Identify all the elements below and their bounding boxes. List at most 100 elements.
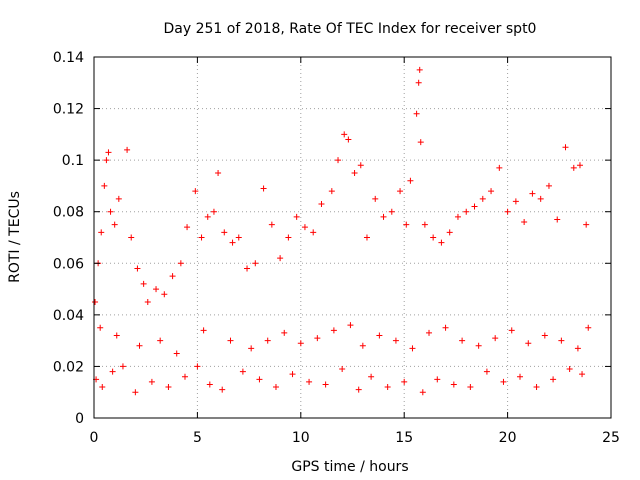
data-point	[161, 291, 168, 298]
x-tick-label: 0	[90, 430, 99, 446]
data-point	[264, 337, 271, 344]
data-point	[227, 337, 234, 344]
data-point	[97, 324, 104, 331]
data-point	[328, 188, 335, 195]
data-point	[330, 327, 337, 334]
data-point	[446, 229, 453, 236]
data-point	[109, 368, 116, 375]
data-point	[392, 337, 399, 344]
data-point	[132, 389, 139, 396]
x-axis-ticks: 0 5 10 15 20 25	[90, 57, 620, 446]
data-point	[500, 378, 507, 385]
data-point	[124, 146, 131, 153]
data-point	[221, 229, 228, 236]
data-point	[107, 208, 114, 215]
x-tick-label: 5	[193, 430, 202, 446]
data-point	[103, 157, 110, 164]
data-point	[339, 366, 346, 373]
data-point	[550, 376, 557, 383]
data-point	[475, 342, 482, 349]
data-point	[301, 224, 308, 231]
data-point	[92, 298, 99, 305]
data-point	[545, 182, 552, 189]
data-point	[525, 340, 532, 347]
data-point	[442, 324, 449, 331]
data-point	[421, 221, 428, 228]
data-point	[384, 384, 391, 391]
data-point	[285, 234, 292, 241]
data-point	[289, 371, 296, 378]
data-point	[533, 384, 540, 391]
data-point	[157, 337, 164, 344]
data-point	[281, 329, 288, 336]
data-point	[376, 332, 383, 339]
data-point	[388, 208, 395, 215]
data-point	[268, 221, 275, 228]
data-point	[574, 345, 581, 352]
data-point	[115, 195, 122, 202]
data-point	[483, 368, 490, 375]
grid	[94, 57, 611, 418]
data-point	[415, 79, 422, 86]
data-point	[496, 164, 503, 171]
data-point	[409, 345, 416, 352]
data-point	[450, 381, 457, 388]
data-point	[419, 389, 426, 396]
data-point	[297, 340, 304, 347]
data-point	[566, 366, 573, 373]
data-point	[128, 234, 135, 241]
data-point	[252, 260, 259, 267]
data-point	[529, 190, 536, 197]
data-point	[134, 265, 141, 272]
data-point	[512, 198, 519, 205]
x-tick-label: 20	[499, 430, 517, 446]
data-point	[434, 376, 441, 383]
x-tick-label: 25	[602, 430, 620, 446]
data-point	[359, 342, 366, 349]
data-point	[184, 224, 191, 231]
data-point	[260, 185, 267, 192]
data-point	[488, 188, 495, 195]
y-tick-label: 0.14	[53, 50, 84, 66]
data-points	[92, 66, 592, 396]
data-point	[248, 345, 255, 352]
data-point	[407, 177, 414, 184]
data-point	[416, 66, 423, 73]
y-tick-label: 0.1	[62, 153, 84, 169]
data-point	[204, 213, 211, 220]
data-point	[98, 229, 105, 236]
data-point	[165, 384, 172, 391]
data-point	[105, 149, 112, 156]
data-point	[215, 170, 222, 177]
data-point	[181, 373, 188, 380]
data-point	[463, 208, 470, 215]
data-point	[492, 335, 499, 342]
data-point	[380, 213, 387, 220]
data-point	[210, 208, 217, 215]
y-tick-label: 0.04	[53, 308, 84, 324]
data-point	[322, 381, 329, 388]
data-point	[357, 162, 364, 169]
data-point	[426, 329, 433, 336]
data-point	[277, 255, 284, 262]
data-point	[235, 234, 242, 241]
data-point	[119, 363, 126, 370]
y-tick-label: 0.08	[53, 205, 84, 221]
y-tick-label: 0.12	[53, 102, 84, 118]
data-point	[347, 322, 354, 329]
data-point	[219, 386, 226, 393]
data-point	[229, 239, 236, 246]
data-point	[467, 384, 474, 391]
y-tick-label: 0.02	[53, 359, 84, 375]
data-point	[113, 332, 120, 339]
plot-frame	[93, 56, 612, 419]
data-point	[430, 234, 437, 241]
data-point	[397, 188, 404, 195]
data-point	[351, 170, 358, 177]
data-point	[521, 219, 528, 226]
x-axis-label: GPS time / hours	[291, 459, 408, 475]
data-point	[537, 195, 544, 202]
data-point	[173, 350, 180, 357]
data-point	[363, 234, 370, 241]
